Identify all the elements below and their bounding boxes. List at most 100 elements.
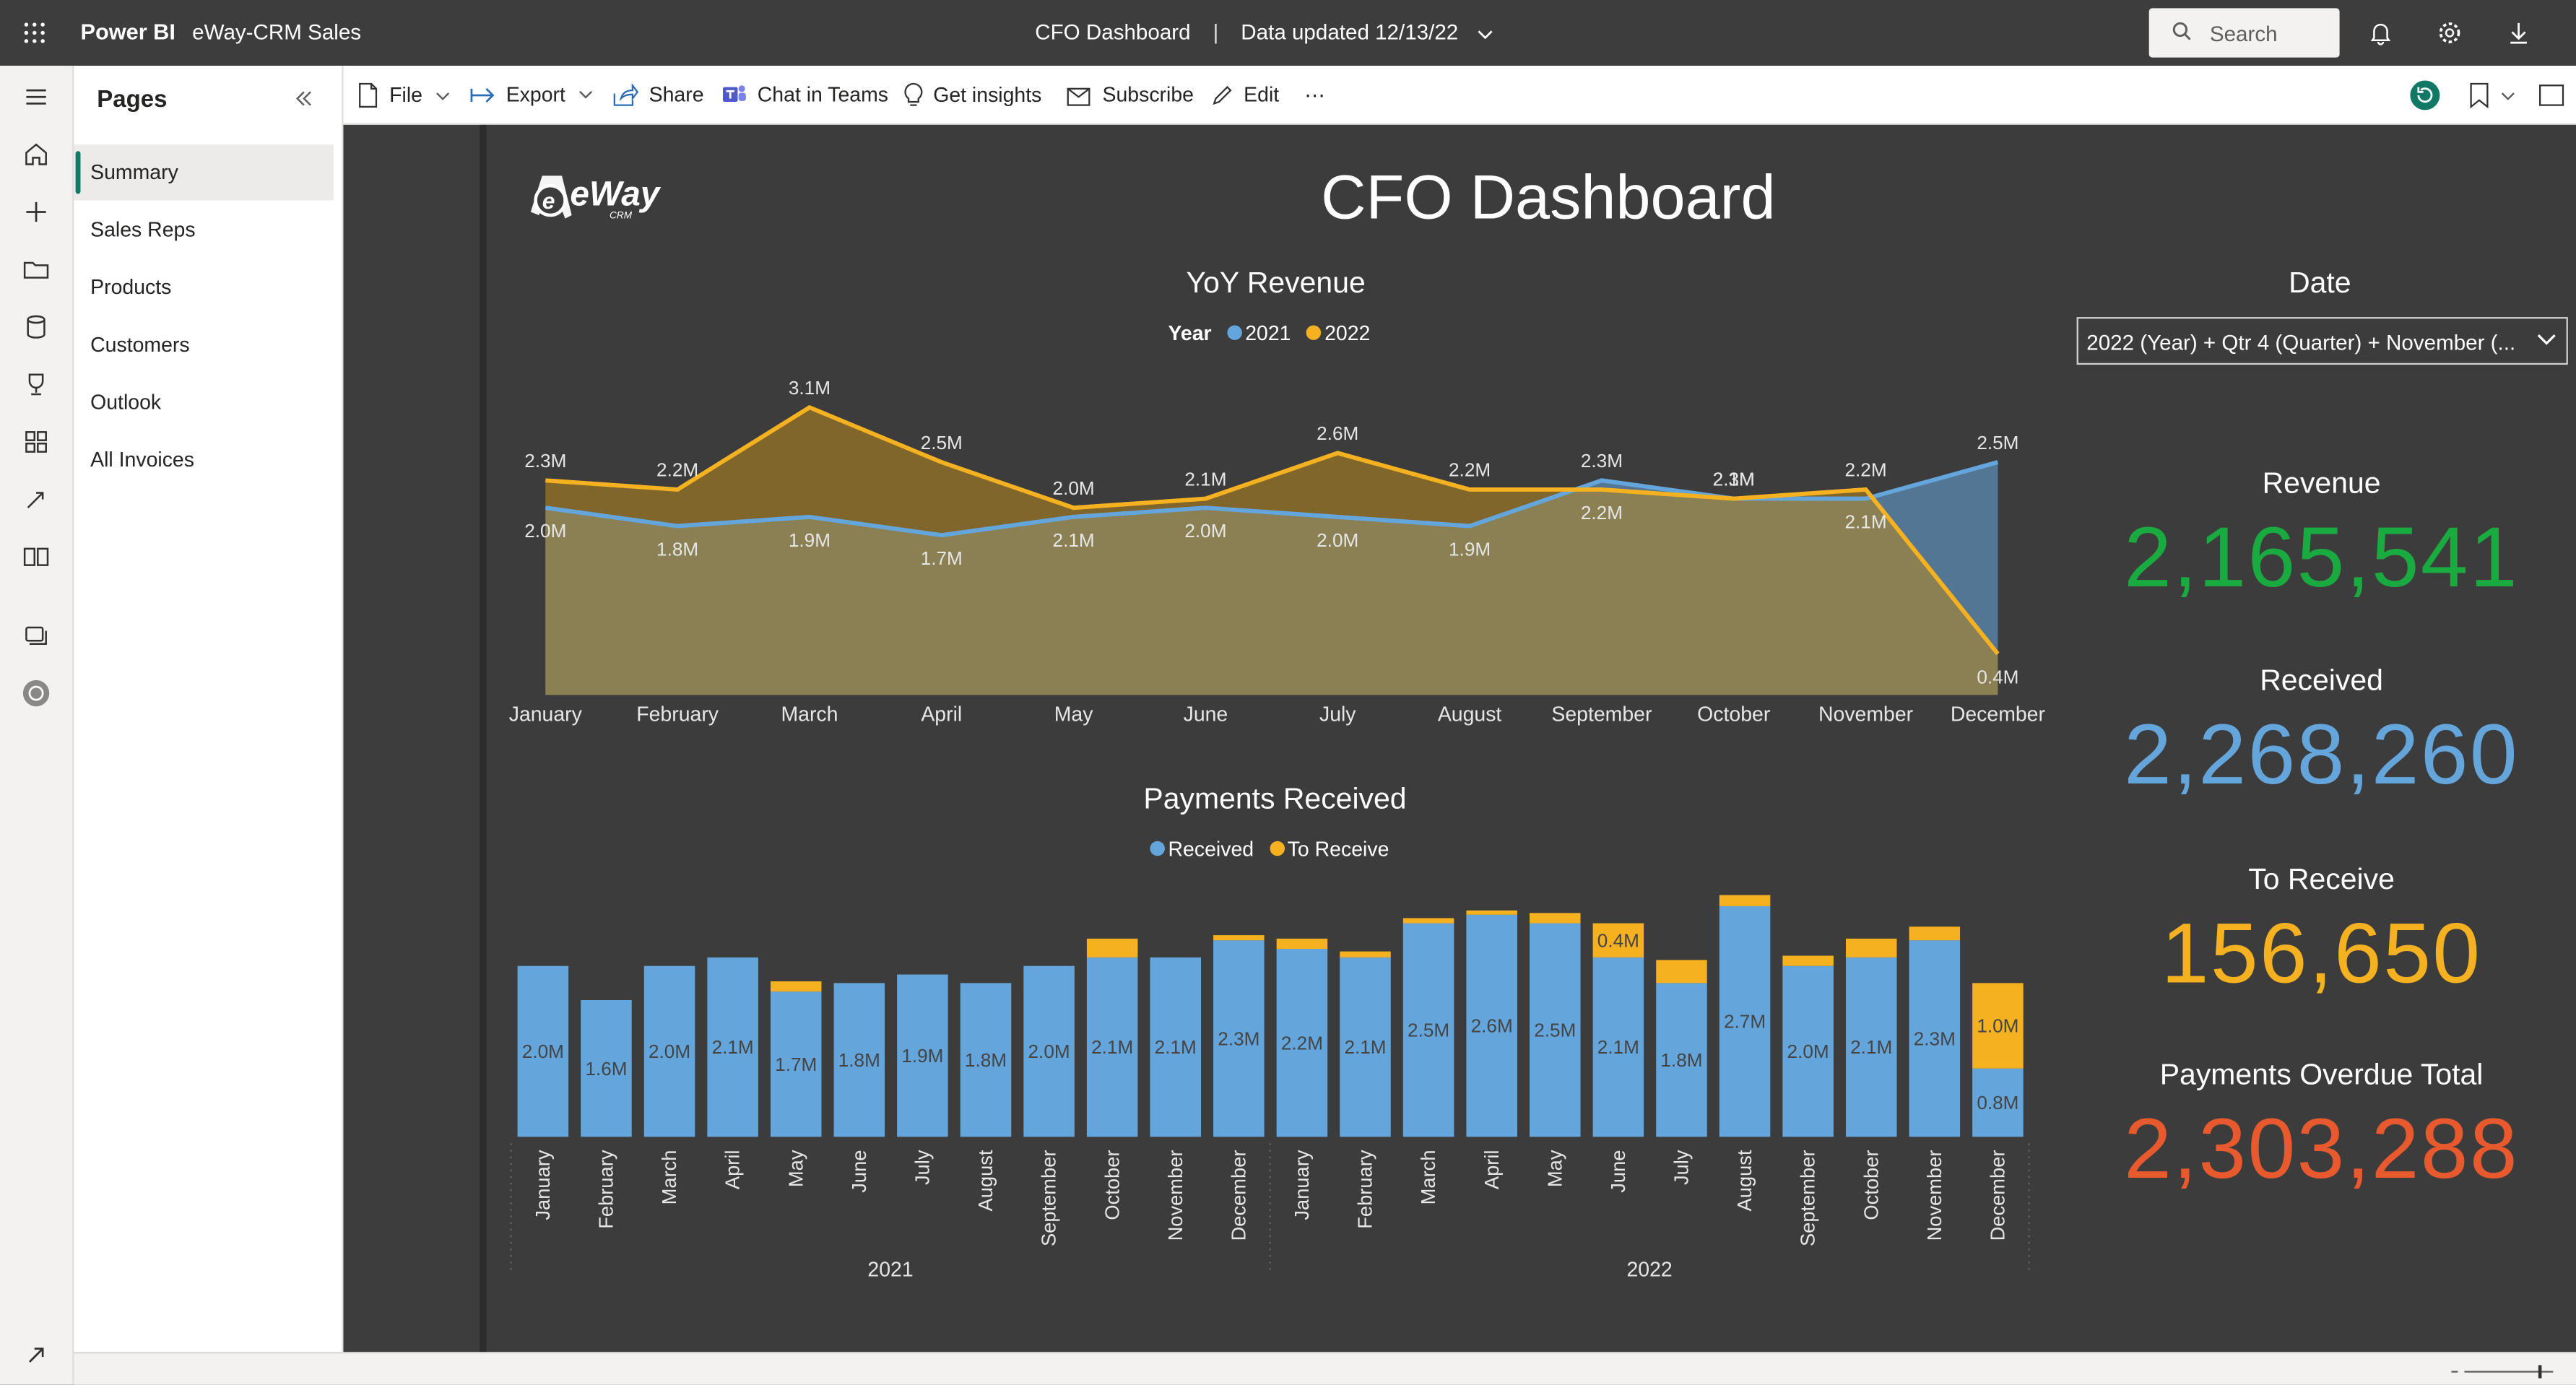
- chevron-down-icon[interactable]: [2501, 89, 2515, 103]
- goals-trophy-icon[interactable]: [22, 370, 51, 399]
- share-button[interactable]: Share: [613, 82, 704, 108]
- legend-dot-2021: [1227, 325, 1242, 340]
- metrics-rocket-icon[interactable]: [22, 485, 51, 514]
- home-icon[interactable]: [22, 139, 51, 169]
- gear-icon[interactable]: [2437, 19, 2463, 45]
- bar-to-receive: [1213, 935, 1265, 941]
- bar-to-receive: [1972, 983, 2024, 1069]
- page-item-customers[interactable]: Customers: [74, 317, 333, 373]
- bar-received: [581, 1000, 632, 1137]
- received-card-value: 2,268,260: [2124, 708, 2519, 804]
- data-label-received: 2.5M: [1534, 1020, 1576, 1041]
- page-item-summary[interactable]: Summary: [74, 144, 334, 201]
- chat-in-teams-button[interactable]: Chat in Teams: [721, 82, 888, 108]
- download-icon[interactable]: [2505, 19, 2531, 45]
- bar-to-receive: [1530, 913, 1581, 924]
- received-card-label: Received: [2260, 664, 2383, 697]
- date-slicer-dropdown[interactable]: 2022 (Year) + Qtr 4 (Quarter) + November…: [2076, 317, 2568, 365]
- data-label-2021: 1.7M: [921, 547, 963, 569]
- create-icon[interactable]: [22, 197, 51, 227]
- bar-received: [1086, 957, 1138, 1137]
- data-label-2021: 2.1M: [1053, 529, 1095, 551]
- x-tick-label: July: [911, 1150, 934, 1185]
- legend-dot-to-receive: [1269, 841, 1285, 856]
- data-label-2022: 2.2M: [1449, 459, 1491, 481]
- group-label: 2022: [1626, 1259, 1672, 1282]
- export-label: Export: [506, 83, 565, 107]
- x-tick-label: March: [658, 1150, 680, 1205]
- bar-received: [1972, 1068, 2024, 1137]
- learn-book-icon[interactable]: [22, 542, 51, 572]
- data-label-2021: 1.8M: [656, 538, 698, 560]
- yoy-revenue-title: YoY Revenue: [1186, 266, 1366, 300]
- bar-received: [833, 983, 885, 1137]
- dashboard-title: CFO Dashboard: [1321, 164, 1776, 234]
- data-label-received: 2.0M: [522, 1041, 564, 1062]
- file-menu-button[interactable]: File: [357, 82, 461, 108]
- app-brand[interactable]: Power BI: [80, 19, 175, 45]
- pages-pane: Pages Summary Sales Reps Products Custom…: [74, 66, 344, 1353]
- workspace-name[interactable]: eWay-CRM Sales: [192, 19, 362, 45]
- expand-arrow-icon[interactable]: [22, 1340, 51, 1370]
- data-label-2021: 2.3M: [1713, 468, 1755, 490]
- bar-to-receive: [1592, 923, 1644, 958]
- browse-folder-icon[interactable]: [22, 255, 51, 285]
- data-label-received: 2.0M: [649, 1041, 690, 1062]
- data-label-2021: 2.3M: [1581, 450, 1623, 472]
- more-label: ⋯: [1304, 84, 1325, 108]
- data-label-received: 1.6M: [585, 1058, 627, 1080]
- separator: |: [1213, 19, 1219, 45]
- x-tick-label: August: [1438, 703, 1502, 726]
- date-slicer-title: Date: [2289, 266, 2351, 300]
- report-info[interactable]: CFO Dashboard | Data updated 12/13/22: [1035, 19, 1493, 44]
- share-label: Share: [649, 83, 704, 107]
- yoy-revenue-chart[interactable]: 2.0M 1.8M 1.9M 1.7M 2.1M 2.0M 2.0M 1.9M 2.3M 2.3M…: [486, 355, 2063, 732]
- date-slicer-value: 2022 (Year) + Qtr 4 (Quarter) + November…: [2086, 330, 2516, 355]
- apps-icon[interactable]: [22, 427, 51, 457]
- more-options-button[interactable]: ⋯: [1304, 82, 1324, 108]
- x-tick-label: May: [1054, 703, 1093, 726]
- page-item-outlook[interactable]: Outlook: [74, 375, 333, 430]
- workspace-avatar-icon[interactable]: [22, 679, 51, 708]
- subscribe-button[interactable]: Subscribe: [1066, 82, 1194, 108]
- view-window-icon[interactable]: [2538, 84, 2564, 107]
- legend-received[interactable]: Received: [1168, 838, 1254, 861]
- bar-received: [1845, 957, 1897, 1137]
- payments-received-chart[interactable]: 2.0M January 1.6M February 2.0M March 2.1M Apri…: [486, 880, 2063, 1291]
- collapse-pane-icon[interactable]: [292, 87, 316, 110]
- bookmark-icon[interactable]: [2468, 82, 2491, 109]
- data-label-received: 2.3M: [1218, 1028, 1259, 1049]
- workspaces-icon[interactable]: [22, 621, 51, 651]
- page-item-products[interactable]: Products: [74, 259, 333, 315]
- bar-received: [897, 974, 948, 1137]
- legend-2022[interactable]: 2022: [1324, 321, 1371, 345]
- zoom-slider[interactable]: [2451, 1363, 2566, 1380]
- app-launcher-icon[interactable]: [19, 18, 49, 48]
- report-page: e eWay CRM CFO Dashboard YoY Revenue Yea…: [486, 124, 2576, 1353]
- file-label: File: [389, 84, 423, 107]
- edit-button[interactable]: Edit: [1211, 82, 1279, 108]
- x-tick-label: March: [1417, 1150, 1439, 1205]
- action-bar: File Export Share Chat in Teams Get insi…: [343, 66, 2576, 125]
- search-input[interactable]: Search: [2148, 8, 2340, 58]
- page-label: Sales Reps: [90, 218, 196, 242]
- bar-received: [1530, 923, 1581, 1137]
- legend-2021[interactable]: 2021: [1245, 321, 1291, 345]
- page-item-all-invoices[interactable]: All Invoices: [74, 432, 333, 487]
- export-arrow-icon: [470, 87, 495, 103]
- get-insights-button[interactable]: Get insights: [903, 82, 1041, 108]
- export-menu-button[interactable]: Export: [470, 82, 604, 108]
- bar-to-receive: [1340, 951, 1391, 958]
- page-item-sales-reps[interactable]: Sales Reps: [74, 202, 333, 258]
- hamburger-menu-icon[interactable]: [22, 82, 51, 112]
- refresh-icon[interactable]: [2408, 79, 2442, 112]
- x-tick-label: March: [781, 703, 838, 726]
- legend-to-receive[interactable]: To Receive: [1287, 838, 1389, 861]
- logo-sub-text: CRM: [610, 210, 633, 221]
- bar-to-receive: [1782, 955, 1834, 966]
- canvas-shadow: [480, 124, 487, 1353]
- data-label-received: 2.1M: [1091, 1036, 1133, 1058]
- datahub-icon[interactable]: [22, 312, 51, 342]
- bell-icon[interactable]: [2367, 19, 2393, 45]
- x-tick-label: May: [784, 1150, 807, 1187]
